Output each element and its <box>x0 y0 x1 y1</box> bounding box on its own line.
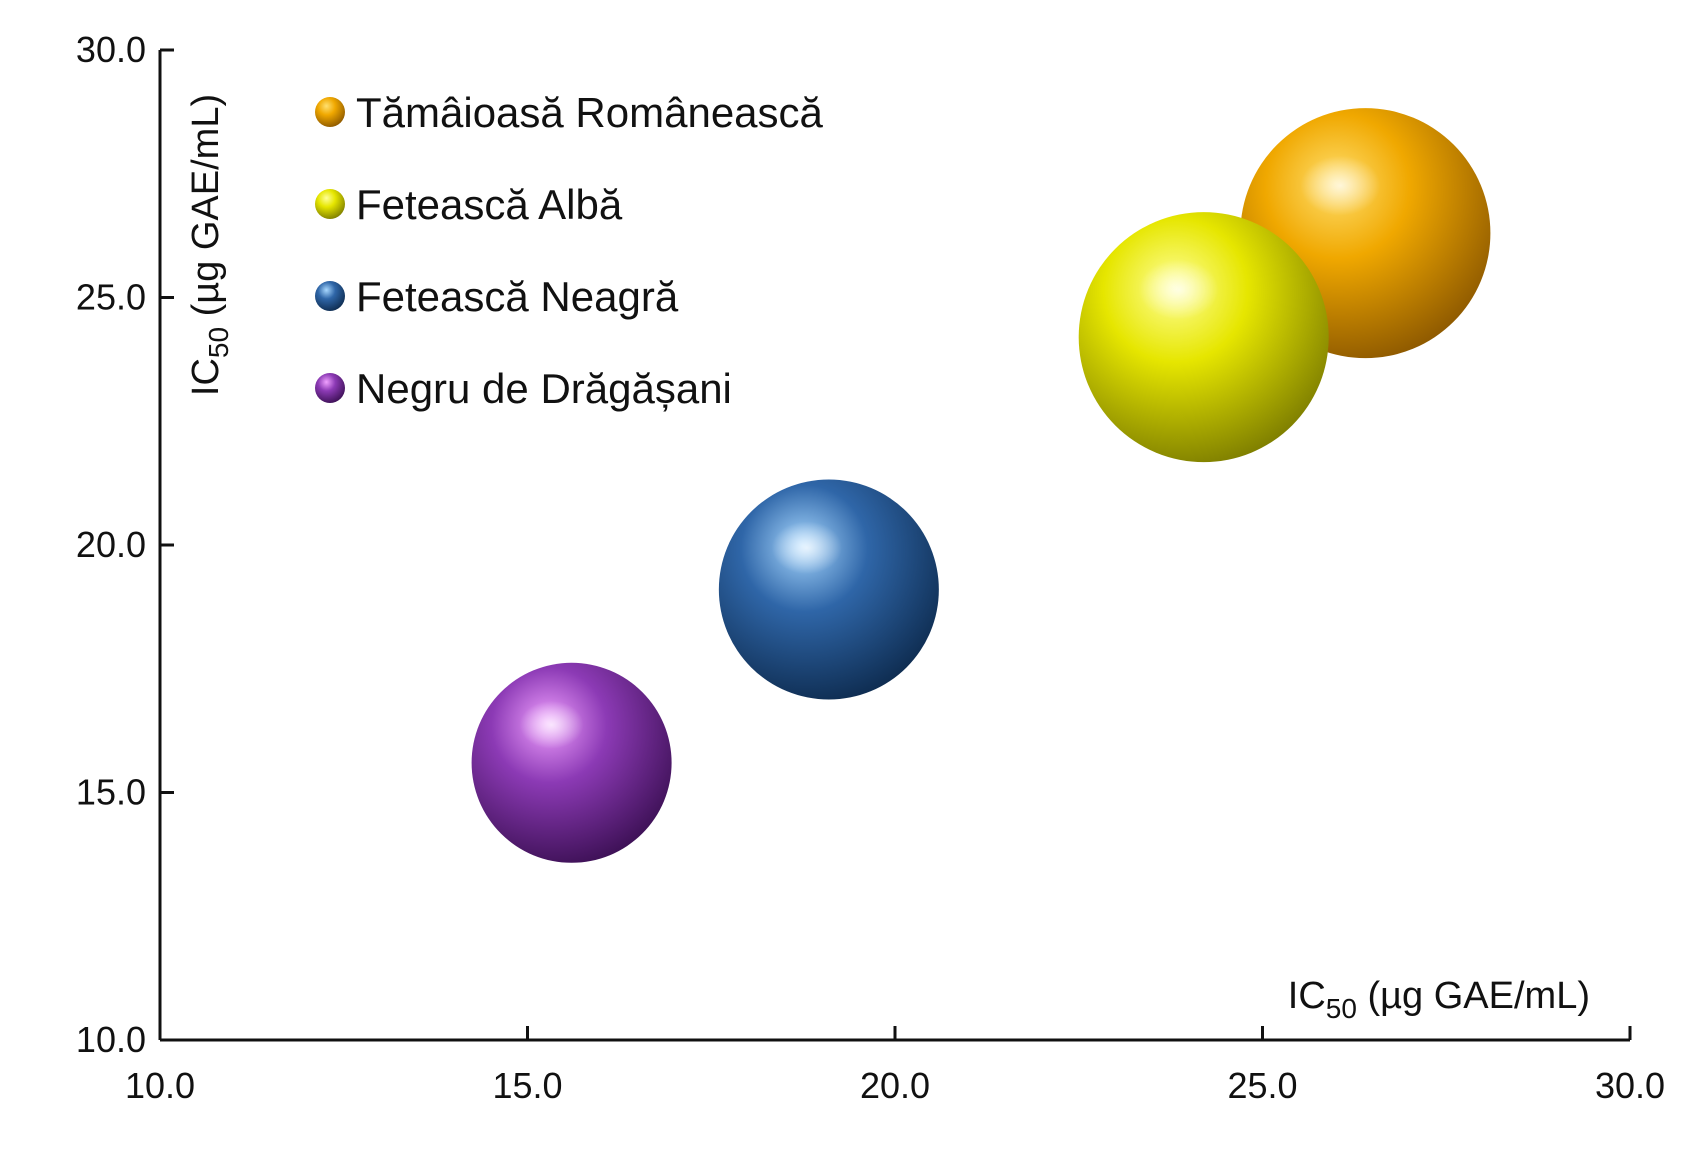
bubble-sphere <box>1078 212 1329 463</box>
bubble-highlight <box>1138 259 1219 320</box>
y-tick-label: 20.0 <box>76 524 146 565</box>
bubble-sphere <box>471 662 672 863</box>
legend-marker <box>315 189 345 219</box>
y-tick-label: 30.0 <box>76 29 146 70</box>
y-tick-label: 25.0 <box>76 277 146 318</box>
x-tick-label: 15.0 <box>492 1065 562 1106</box>
bubble-1 <box>1078 212 1329 463</box>
legend-entry: Negru de Drăgășani <box>315 365 732 412</box>
legend-entry: Fetească Neagră <box>315 273 679 320</box>
legend-label: Fetească Neagră <box>356 273 679 320</box>
legend-marker <box>315 373 345 403</box>
y-tick-label: 10.0 <box>76 1019 146 1060</box>
bubble-2 <box>718 479 939 700</box>
axis-ticks: 10.0 15.0 20.0 25.0 30.0 10.0 15.0 20.0 25.0 30.0 <box>76 29 1665 1106</box>
legend-label: Negru de Drăgășani <box>356 365 732 412</box>
bubble-3 <box>471 662 672 863</box>
x-tick-label: 20.0 <box>860 1065 930 1106</box>
x-axis-title: IC50 (µg GAE/mL) <box>1288 975 1590 1024</box>
bubble-sphere <box>718 479 939 700</box>
x-tick-label: 25.0 <box>1227 1065 1297 1106</box>
bubble-highlight <box>519 700 584 749</box>
legend-marker <box>315 281 345 311</box>
data-bubbles <box>471 108 1491 863</box>
y-axis-title: IC50 (µg GAE/mL) <box>185 94 234 396</box>
legend-label: Fetească Albă <box>356 181 623 228</box>
legend: Tămâioasă Românească Fetească Albă Feteasc… <box>315 89 824 412</box>
bubble-highlight <box>1300 155 1381 216</box>
x-tick-label: 30.0 <box>1595 1065 1665 1106</box>
legend-marker <box>315 97 345 127</box>
x-tick-label: 10.0 <box>125 1065 195 1106</box>
legend-entry: Tămâioasă Românească <box>315 89 824 136</box>
legend-entry: Fetească Albă <box>315 181 623 228</box>
legend-label: Tămâioasă Românească <box>356 89 824 136</box>
bubble-highlight <box>771 521 843 575</box>
y-tick-label: 15.0 <box>76 772 146 813</box>
